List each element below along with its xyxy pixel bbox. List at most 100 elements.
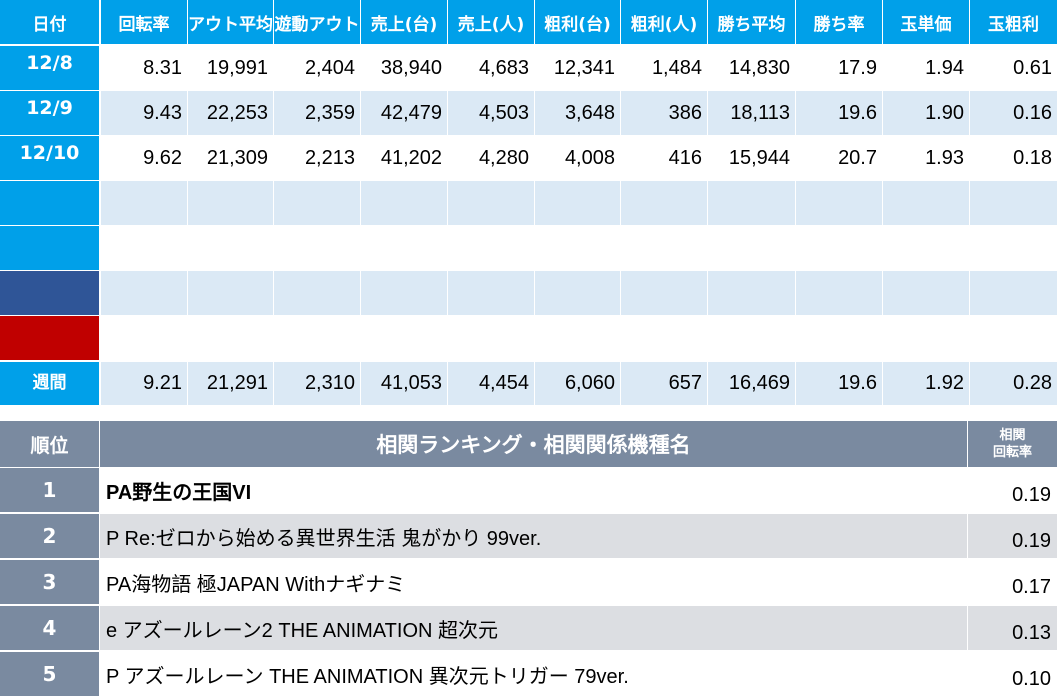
- stat-value: [708, 226, 795, 270]
- stat-value: [535, 271, 620, 315]
- column-header: 売上(人): [448, 0, 534, 44]
- column-header: 回転率: [101, 0, 187, 44]
- date-cell: [0, 226, 99, 270]
- stat-value: [101, 271, 187, 315]
- stat-value: 3,648: [535, 91, 620, 135]
- stat-value: 1.94: [883, 46, 969, 90]
- date-cell: 12/10: [0, 136, 99, 180]
- stat-value: 4,008: [535, 136, 620, 180]
- stat-value: 38,940: [361, 46, 447, 90]
- rank-number: 1: [0, 468, 99, 512]
- stat-value: [796, 316, 882, 360]
- stat-value: [361, 181, 447, 225]
- stat-value: 14,830: [708, 46, 795, 90]
- stat-value: 2,404: [274, 46, 360, 90]
- weekly-value: 1.92: [883, 362, 969, 405]
- stat-value: [621, 181, 707, 225]
- stat-value: [535, 316, 620, 360]
- stat-value: [883, 271, 969, 315]
- column-header: アウト平均: [188, 0, 273, 44]
- date-cell: [0, 181, 99, 225]
- rank-number: 4: [0, 606, 99, 650]
- stat-value: [274, 271, 360, 315]
- stat-value: [361, 316, 447, 360]
- stat-value: [883, 181, 969, 225]
- stat-value: 41,202: [361, 136, 447, 180]
- date-cell: 12/9: [0, 91, 99, 135]
- stat-value: [796, 271, 882, 315]
- stat-value: 21,309: [188, 136, 273, 180]
- stat-value: 9.43: [101, 91, 187, 135]
- stat-value: 0.61: [970, 46, 1057, 90]
- column-header: 粗利(人): [621, 0, 707, 44]
- stat-value: 4,683: [448, 46, 534, 90]
- stat-value: [188, 226, 273, 270]
- column-header: 粗利(台): [535, 0, 620, 44]
- date-cell: [0, 316, 99, 360]
- rank-number: 5: [0, 652, 99, 696]
- column-header: 勝ち率: [796, 0, 882, 44]
- weekly-label: 週間: [0, 362, 99, 405]
- stat-value: 12,341: [535, 46, 620, 90]
- machine-name: PA海物語 極JAPAN Withナギナミ: [100, 560, 967, 604]
- stat-value: 42,479: [361, 91, 447, 135]
- stat-value: 2,213: [274, 136, 360, 180]
- stat-value: [970, 181, 1057, 225]
- correlation-rate: 0.10: [968, 652, 1057, 696]
- stat-value: [883, 226, 969, 270]
- stat-value: 19.6: [796, 91, 882, 135]
- machine-name: PA野生の王国VI: [100, 468, 967, 512]
- stat-value: [796, 226, 882, 270]
- weekly-value: 657: [621, 362, 707, 405]
- stat-value: [535, 226, 620, 270]
- stat-value: [535, 181, 620, 225]
- stat-value: 386: [621, 91, 707, 135]
- weekly-value: 19.6: [796, 362, 882, 405]
- date-cell: 12/8: [0, 46, 99, 90]
- stat-value: 8.31: [101, 46, 187, 90]
- stat-value: [970, 271, 1057, 315]
- rate-header-line1: 相関: [999, 428, 1026, 443]
- stat-value: 18,113: [708, 91, 795, 135]
- rank-number: 2: [0, 514, 99, 558]
- weekly-value: 0.28: [970, 362, 1057, 405]
- stat-value: 0.16: [970, 91, 1057, 135]
- stat-value: 1.90: [883, 91, 969, 135]
- stat-value: [361, 271, 447, 315]
- stat-value: [448, 316, 534, 360]
- column-header: 玉粗利: [970, 0, 1057, 44]
- stat-value: [883, 316, 969, 360]
- rank-number: 3: [0, 560, 99, 604]
- correlation-rate: 0.19: [968, 514, 1057, 558]
- stat-value: [188, 316, 273, 360]
- column-header: 売上(台): [361, 0, 447, 44]
- stat-value: [796, 181, 882, 225]
- rate-header: 相関 回転率: [968, 421, 1057, 467]
- stat-value: 1.93: [883, 136, 969, 180]
- stat-value: [448, 226, 534, 270]
- stat-value: 22,253: [188, 91, 273, 135]
- weekly-value: 2,310: [274, 362, 360, 405]
- stat-value: [621, 226, 707, 270]
- rank-header: 順位: [0, 421, 99, 467]
- machine-name: e アズールレーン2 THE ANIMATION 超次元: [100, 606, 967, 650]
- stat-value: 15,944: [708, 136, 795, 180]
- column-header: 玉単価: [883, 0, 969, 44]
- stat-value: [448, 181, 534, 225]
- column-header: 勝ち平均: [708, 0, 795, 44]
- stat-value: 0.18: [970, 136, 1057, 180]
- column-header: 遊動アウト: [274, 0, 360, 44]
- stat-value: 1,484: [621, 46, 707, 90]
- weekly-value: 4,454: [448, 362, 534, 405]
- weekly-value: 21,291: [188, 362, 273, 405]
- stat-value: [708, 271, 795, 315]
- weekly-value: 16,469: [708, 362, 795, 405]
- ranking-title: 相関ランキング・相関関係機種名: [100, 421, 967, 467]
- stat-value: 17.9: [796, 46, 882, 90]
- stat-value: 20.7: [796, 136, 882, 180]
- stat-value: [274, 181, 360, 225]
- machine-name: P アズールレーン THE ANIMATION 異次元トリガー 79ver.: [100, 652, 967, 696]
- weekly-value: 41,053: [361, 362, 447, 405]
- stat-value: [448, 271, 534, 315]
- correlation-rate: 0.17: [968, 560, 1057, 604]
